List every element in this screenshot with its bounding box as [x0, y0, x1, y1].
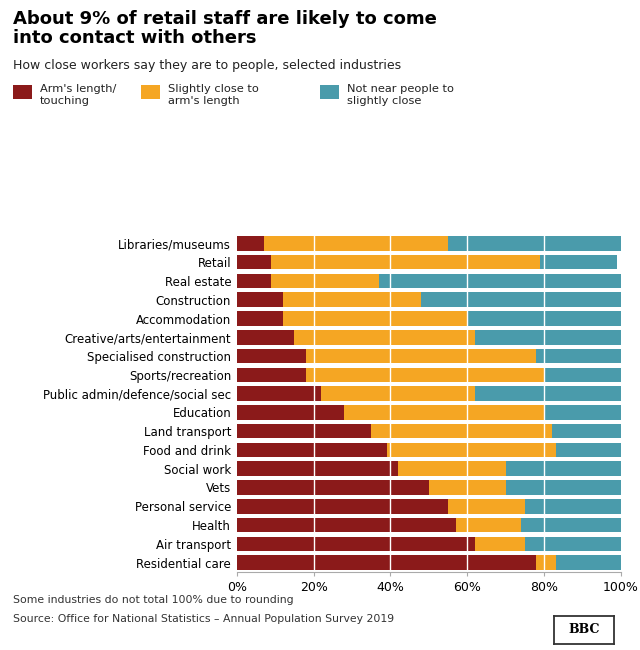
- Bar: [544, 367, 621, 382]
- Bar: [237, 349, 306, 363]
- Bar: [237, 518, 456, 532]
- Bar: [421, 292, 621, 307]
- Bar: [321, 386, 475, 401]
- Bar: [283, 292, 421, 307]
- Bar: [448, 499, 525, 514]
- Text: Slightly close to
arm's length: Slightly close to arm's length: [168, 84, 259, 106]
- Text: About 9% of retail staff are likely to come: About 9% of retail staff are likely to c…: [13, 10, 436, 28]
- Text: Not near people to
slightly close: Not near people to slightly close: [347, 84, 454, 106]
- Text: Some industries do not total 100% due to rounding: Some industries do not total 100% due to…: [13, 595, 293, 604]
- Text: into contact with others: into contact with others: [13, 29, 256, 47]
- Bar: [237, 386, 321, 401]
- Bar: [540, 255, 617, 270]
- Bar: [429, 480, 506, 495]
- Bar: [525, 499, 621, 514]
- Bar: [264, 236, 448, 251]
- Bar: [237, 480, 429, 495]
- Text: How close workers say they are to people, selected industries: How close workers say they are to people…: [13, 58, 401, 72]
- Bar: [237, 443, 387, 457]
- Bar: [536, 555, 556, 570]
- Bar: [475, 330, 621, 344]
- Bar: [306, 367, 544, 382]
- Bar: [556, 555, 621, 570]
- Bar: [271, 255, 540, 270]
- Bar: [506, 480, 621, 495]
- Bar: [544, 405, 621, 420]
- Bar: [398, 462, 506, 476]
- Bar: [306, 349, 536, 363]
- Bar: [456, 518, 521, 532]
- Bar: [237, 255, 271, 270]
- Bar: [237, 462, 398, 476]
- Bar: [237, 292, 283, 307]
- Bar: [379, 274, 621, 288]
- Bar: [552, 424, 621, 439]
- Bar: [237, 405, 344, 420]
- Bar: [448, 236, 621, 251]
- Bar: [237, 236, 264, 251]
- Bar: [371, 424, 552, 439]
- Bar: [467, 311, 621, 326]
- Bar: [506, 462, 621, 476]
- Bar: [237, 311, 283, 326]
- Bar: [283, 311, 467, 326]
- Bar: [237, 424, 371, 439]
- Bar: [271, 274, 379, 288]
- Bar: [521, 518, 621, 532]
- Bar: [525, 536, 621, 551]
- Bar: [475, 536, 525, 551]
- Bar: [237, 330, 294, 344]
- Text: BBC: BBC: [568, 623, 600, 636]
- Bar: [344, 405, 544, 420]
- Bar: [556, 443, 621, 457]
- Bar: [237, 536, 475, 551]
- Bar: [387, 443, 556, 457]
- Bar: [237, 499, 448, 514]
- Bar: [475, 386, 621, 401]
- Bar: [536, 349, 621, 363]
- Bar: [237, 367, 306, 382]
- Bar: [237, 555, 536, 570]
- Bar: [237, 274, 271, 288]
- Text: Source: Office for National Statistics – Annual Population Survey 2019: Source: Office for National Statistics –…: [13, 614, 394, 624]
- Bar: [294, 330, 475, 344]
- Text: Arm's length/
touching: Arm's length/ touching: [40, 84, 116, 106]
